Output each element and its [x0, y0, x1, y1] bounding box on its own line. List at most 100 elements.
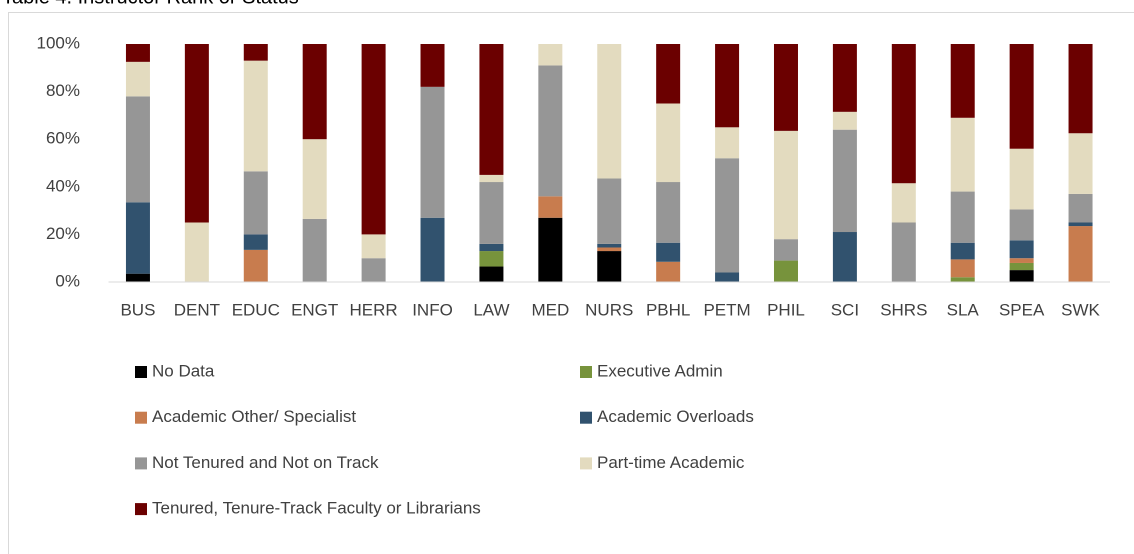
- y-tick-label: 0%: [55, 271, 80, 290]
- bar-segment: [1009, 209, 1034, 241]
- bar-segment: [1068, 44, 1093, 134]
- x-tick-label: LAW: [473, 300, 509, 319]
- bar-segment: [479, 266, 504, 282]
- bar-segment: [125, 202, 150, 274]
- bar-segment: [302, 44, 327, 140]
- bar-segment: [1068, 226, 1093, 282]
- legend-swatch: [580, 457, 592, 470]
- bar-segment: [420, 217, 445, 282]
- x-tick-label: NURS: [585, 300, 633, 319]
- bar-segment: [597, 178, 622, 244]
- bar-segment: [950, 117, 975, 192]
- bar-segment: [125, 44, 150, 62]
- legend-label: Part-time Academic: [597, 453, 745, 472]
- bar-segment: [715, 44, 740, 128]
- x-tick-label: PETM: [703, 300, 750, 319]
- bar-segment: [891, 222, 916, 282]
- bar-segment: [715, 158, 740, 273]
- bar-segment: [361, 234, 386, 259]
- bar-segment: [479, 251, 504, 267]
- bar-segment: [184, 222, 209, 282]
- x-tick-label: PBHL: [646, 300, 690, 319]
- bar-segment: [125, 96, 150, 203]
- bar-segment: [773, 260, 798, 282]
- chart-title: Table 4. Instructor Rank or Status: [2, 0, 299, 8]
- bar-segment: [1009, 258, 1034, 263]
- x-tick-label: EDUC: [232, 300, 280, 319]
- legend-swatch: [135, 366, 147, 378]
- y-tick-label: 80%: [46, 81, 80, 100]
- legend-label: No Data: [152, 361, 215, 380]
- bar-segment: [832, 129, 857, 233]
- bar-segment: [715, 272, 740, 282]
- x-tick-label: SHRS: [880, 300, 927, 319]
- bar-segment: [125, 61, 150, 97]
- bar-segment: [597, 251, 622, 282]
- bar-segment: [1068, 193, 1093, 223]
- bar-segment: [479, 182, 504, 244]
- legend-label: Academic Other/ Specialist: [152, 407, 356, 426]
- bar-segment: [597, 243, 622, 248]
- bar-segment: [361, 258, 386, 282]
- bar-segment: [479, 174, 504, 183]
- x-tick-label: INFO: [412, 300, 453, 319]
- x-tick-label: MED: [531, 300, 569, 319]
- bar-segment: [302, 218, 327, 282]
- bar-segment: [243, 249, 268, 282]
- bar-segment: [243, 234, 268, 250]
- x-tick-label: DENT: [174, 300, 220, 319]
- legend-swatch: [580, 411, 592, 424]
- legend-label: Academic Overloads: [597, 407, 754, 426]
- bar-segment: [891, 44, 916, 184]
- y-tick-label: 100%: [37, 33, 80, 52]
- legend-swatch: [135, 411, 147, 424]
- y-tick-label: 20%: [46, 224, 80, 243]
- bar-segment: [420, 86, 445, 218]
- bar-segment: [184, 44, 209, 223]
- bar-segment: [1009, 44, 1034, 149]
- bar-segment: [950, 242, 975, 260]
- bar-segment: [832, 44, 857, 112]
- bar-segment: [302, 139, 327, 219]
- bar-segment: [243, 60, 268, 172]
- bar-segment: [773, 130, 798, 240]
- x-tick-label: SWK: [1061, 300, 1100, 319]
- legend-label: Not Tenured and Not on Track: [152, 453, 379, 472]
- bar-segment: [538, 196, 563, 218]
- bar-segment: [1009, 270, 1034, 282]
- bar-segment: [950, 277, 975, 282]
- y-tick-label: 40%: [46, 176, 80, 195]
- bar-segment: [1009, 262, 1034, 271]
- bar-segment: [832, 232, 857, 282]
- x-tick-label: BUS: [120, 300, 155, 319]
- bar-segment: [656, 182, 681, 243]
- bar-segment: [479, 44, 504, 175]
- bar-segment: [891, 183, 916, 223]
- bar-segment: [597, 247, 622, 252]
- bar-segment: [715, 127, 740, 159]
- bar-segment: [950, 44, 975, 118]
- bar-segment: [1068, 133, 1093, 194]
- bar-segment: [1009, 240, 1034, 259]
- bar-segment: [1068, 222, 1093, 227]
- bar-segment: [420, 44, 445, 87]
- bar-segment: [950, 191, 975, 243]
- x-tick-label: HERR: [350, 300, 398, 319]
- x-tick-label: ENGT: [291, 300, 338, 319]
- bar-segment: [832, 111, 857, 130]
- bar-segment: [538, 65, 563, 197]
- legend-label: Tenured, Tenure-Track Faculty or Librari…: [152, 499, 481, 518]
- bar-segment: [538, 217, 563, 282]
- bar-segment: [656, 44, 681, 104]
- bar-segment: [950, 259, 975, 278]
- bar-segment: [773, 44, 798, 131]
- bar-segment: [656, 103, 681, 183]
- bar-segment: [538, 44, 563, 66]
- x-tick-label: PHIL: [767, 300, 805, 319]
- legend-swatch: [580, 366, 592, 378]
- bar-segment: [656, 261, 681, 282]
- legend-swatch: [135, 457, 147, 470]
- bar-segment: [656, 242, 681, 262]
- x-tick-label: SCI: [831, 300, 859, 319]
- y-tick-label: 60%: [46, 129, 80, 148]
